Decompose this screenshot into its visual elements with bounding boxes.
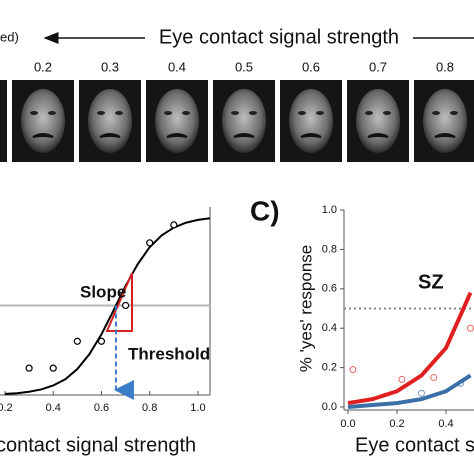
plot-area (0, 207, 211, 396)
eye (231, 111, 239, 115)
x-tick-label: 1.0 (190, 402, 205, 414)
face (423, 89, 467, 153)
mustache (300, 133, 322, 138)
y-tick-label: 0.0 (322, 401, 337, 413)
mustache (367, 133, 389, 138)
eye (164, 111, 172, 115)
eye (450, 111, 458, 115)
header-left: ed) (0, 29, 19, 44)
y-tick-label: 1.0 (322, 204, 337, 216)
data-point (349, 366, 357, 374)
y-tick-label: 0.2 (322, 362, 337, 374)
face-photo (0, 80, 7, 162)
x-tick-label: 0.6 (94, 402, 109, 414)
panel-label: C) (250, 195, 280, 226)
face-label: 0.5 (235, 59, 253, 74)
data-point (25, 364, 33, 372)
x-tick-label: 0.4 (438, 418, 453, 430)
x-tick-label: 0.8 (142, 402, 157, 414)
face-label: 0.3 (101, 59, 119, 74)
eye (365, 111, 373, 115)
fit-curve (347, 291, 473, 406)
face (289, 89, 333, 153)
face (222, 89, 266, 153)
threshold-label: Threshold (128, 344, 210, 363)
series-label: SZ (418, 271, 444, 293)
eye (182, 111, 190, 115)
y-tick-label: 0.6 (322, 283, 337, 295)
eye (298, 111, 306, 115)
y-tick-label: 0.8 (322, 243, 337, 255)
mustache (434, 133, 456, 138)
face-row: 0.2 0.3 0.4 0.5 0.6 0.7 0.8 (0, 59, 474, 162)
data-point (49, 364, 57, 372)
eye (115, 111, 123, 115)
face (356, 89, 400, 153)
plot-area (344, 291, 474, 409)
data-point (398, 375, 406, 383)
data-point (146, 239, 154, 247)
data-point (418, 389, 425, 397)
x-axis-label: Eye contact s (355, 434, 474, 456)
face (155, 89, 199, 153)
data-point (170, 221, 178, 229)
eye (432, 111, 440, 115)
x-tick-label: 0.2 (0, 402, 13, 414)
mustache (32, 133, 54, 138)
eye (383, 111, 391, 115)
x-tick-label: 0.0 (340, 418, 355, 430)
face-label: 0.8 (436, 59, 454, 74)
slope-triangle (105, 272, 133, 332)
face-label: 0.6 (302, 59, 320, 74)
fit-curve (347, 373, 472, 409)
chart-c: C) 0.0 0.2 0.4 0.6 0.8 1.0 0.0 0.2 0.4 % 'yes' res… (250, 195, 474, 456)
y-tick-label: 0.4 (322, 322, 337, 334)
data-point (73, 337, 81, 345)
face-label: 0.7 (369, 59, 387, 74)
eye (249, 111, 257, 115)
eye (97, 111, 105, 115)
eye (30, 111, 38, 115)
data-point (457, 379, 465, 387)
mustache (166, 133, 188, 138)
data-point (97, 337, 106, 345)
face (88, 89, 132, 153)
slope-label: Slope (80, 282, 126, 301)
mustache (99, 133, 121, 138)
data-point (121, 301, 130, 310)
header-title: Eye contact signal strength (159, 26, 399, 48)
x-tick-label: 0.4 (46, 402, 61, 414)
face-label: 0.2 (34, 59, 52, 74)
face (21, 89, 65, 153)
eye (316, 111, 324, 115)
y-axis-label: % 'yes' response (296, 245, 315, 372)
face-label: 0.4 (168, 59, 186, 74)
data-point (467, 324, 474, 332)
x-axis-label: contact signal strength (0, 434, 196, 456)
data-point (430, 373, 438, 381)
eye (48, 111, 56, 115)
x-tick-label: 0.2 (389, 418, 404, 430)
chart-b: 0.2 0.4 0.6 0.8 1.0 Slope Threshold contact sig… (0, 207, 211, 456)
mustache (233, 133, 255, 138)
